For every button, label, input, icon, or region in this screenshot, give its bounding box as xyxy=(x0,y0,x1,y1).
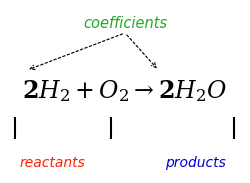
Text: coefficients: coefficients xyxy=(83,16,167,31)
Text: products: products xyxy=(164,156,226,170)
Text: reactants: reactants xyxy=(20,156,86,170)
Text: $\mathbf{2}H_2 + O_2 \rightarrow \mathbf{2}H_2O$: $\mathbf{2}H_2 + O_2 \rightarrow \mathbf… xyxy=(22,79,228,104)
